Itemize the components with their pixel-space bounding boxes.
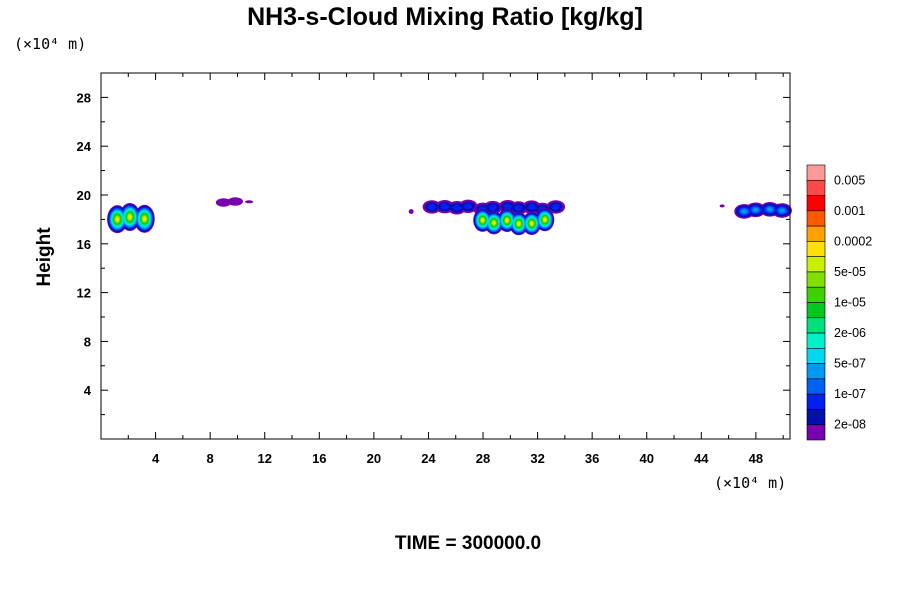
colorbar-swatch [806, 363, 826, 380]
cloud-region [107, 202, 155, 234]
cloud-cell [116, 217, 119, 221]
x-tick-label: 16 [312, 451, 326, 466]
cloud-cell [244, 200, 254, 204]
cloud-cell [530, 222, 533, 225]
cloud-region [244, 200, 254, 204]
cloud-cell [741, 209, 748, 214]
cloud-cell [779, 208, 785, 213]
cloud-cell [517, 222, 520, 226]
cloud-cell [551, 203, 560, 210]
x-tick-label: 40 [640, 451, 654, 466]
cloud-region [473, 208, 555, 236]
colorbar-swatch [806, 225, 826, 242]
x-axis-unit: (×10⁴ m) [714, 474, 786, 492]
y-axis-label: Height [34, 227, 55, 287]
colorbar-label: 1e-07 [834, 387, 866, 401]
colorbar-label: 1e-05 [834, 296, 866, 310]
cloud-cell [440, 203, 449, 210]
colorbar-swatch [806, 302, 826, 319]
y-tick-label: 8 [84, 334, 91, 349]
colorbar-label: 5e-07 [834, 357, 866, 371]
y-axis: 4 8 12 16 20 24 28 [77, 72, 790, 440]
y-axis-unit: (×10⁴ m) [14, 35, 86, 53]
x-tick-label: 8 [207, 451, 214, 466]
colorbar-label: 0.005 [834, 173, 865, 187]
x-tick-label: 4 [152, 451, 160, 466]
x-tick-label: 48 [749, 451, 763, 466]
colorbar-swatch [806, 409, 826, 426]
x-tick-label: 28 [476, 451, 490, 466]
colorbar-swatch [806, 286, 826, 303]
cloud-cell [719, 204, 725, 208]
cloud-region [719, 204, 725, 208]
cloud-cell [514, 204, 523, 211]
y-tick-label: 24 [77, 139, 92, 154]
cloud-region [215, 197, 243, 207]
colorbar-label: 2e-06 [834, 326, 866, 340]
colorbar-label: 0.001 [834, 204, 865, 218]
cloud-region [734, 202, 792, 219]
colorbar-swatch [806, 378, 826, 395]
colorbar-label: 2e-08 [834, 418, 866, 432]
y-tick-label: 16 [77, 237, 91, 252]
colorbar-swatch [806, 179, 826, 196]
x-tick-label: 36 [585, 451, 599, 466]
x-tick-label: 32 [530, 451, 544, 466]
x-axis: 4 8 12 16 20 24 28 32 36 40 44 48 [100, 73, 784, 466]
cloud-cell [767, 207, 773, 212]
y-tick-label: 12 [77, 286, 91, 301]
cloud-cell [227, 197, 243, 206]
x-tick-label: 20 [367, 451, 381, 466]
cloud-cell [505, 218, 509, 222]
cloud-cell [488, 204, 497, 211]
cloud-cell [503, 203, 512, 210]
colorbar-swatch [806, 241, 826, 257]
cloud-cell [464, 203, 473, 210]
colorbar-swatch [806, 271, 826, 288]
cloud-cell [215, 198, 232, 207]
cloud-cell [408, 209, 414, 215]
cloud-cell [128, 215, 132, 219]
y-tick-label: 28 [77, 90, 91, 105]
cloud-field [107, 197, 792, 236]
cloud-region [408, 209, 414, 215]
colorbar-swatch [806, 424, 826, 441]
colorbar-swatch [806, 195, 826, 212]
colorbar-swatch [806, 256, 826, 273]
cloud-cell [481, 218, 484, 222]
cloud-cell [752, 207, 759, 212]
y-tick-label: 4 [84, 383, 92, 398]
colorbar-swatch [806, 210, 826, 227]
cloud-cell [543, 218, 546, 222]
cloud-cell [492, 221, 496, 225]
colorbar-label: 5e-05 [834, 265, 866, 279]
cloud-cell [452, 204, 462, 211]
cloud-cell [527, 204, 536, 211]
colorbar-swatch [806, 393, 826, 410]
x-tick-label: 44 [694, 451, 709, 466]
time-label: TIME = 300000.0 [395, 533, 541, 554]
colorbar-swatch [806, 332, 826, 349]
chart-title: NH3-s-Cloud Mixing Ratio [kg/kg] [247, 3, 643, 31]
x-tick-label: 24 [421, 451, 436, 466]
x-tick-label: 12 [257, 451, 271, 466]
y-tick-label: 20 [77, 188, 91, 203]
colorbar-label: 0.0002 [834, 234, 872, 248]
cloud-cell [427, 203, 437, 210]
cloud-cell [143, 217, 146, 221]
colorbar-swatch [806, 317, 826, 334]
colorbar-swatch [806, 164, 826, 181]
colorbar-swatch [806, 348, 826, 364]
colorbar: 0.005 0.001 0.0002 5e-05 1e-05 2e-06 5e-07 1e-0… [806, 164, 872, 441]
plot-frame [100, 72, 791, 440]
